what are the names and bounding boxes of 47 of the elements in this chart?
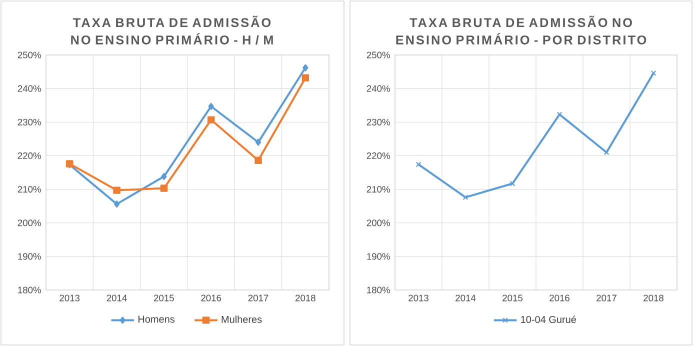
x-tick-label: 2018 — [295, 294, 316, 302]
x-tick-label: 2017 — [248, 294, 268, 302]
y-tick-label: 200% — [18, 220, 41, 226]
x-tick-label: 2015 — [154, 294, 174, 302]
point — [114, 200, 120, 208]
legend-label: Homens — [138, 316, 175, 323]
y-tick-label: 220% — [366, 152, 390, 160]
y-tick-label: 230% — [18, 118, 41, 126]
point — [604, 150, 610, 156]
point — [160, 184, 168, 192]
x-tick-label: 2014 — [106, 294, 127, 302]
y-tick-label: 180% — [18, 286, 41, 294]
chart-title: TAXA BRUTA DE ADMISSÃO NO ENSINO PRIMÁRIO - POR DISTRITO — [396, 16, 646, 44]
x-tick-label: 2014 — [456, 294, 476, 302]
x-tick-label: 2017 — [596, 294, 616, 302]
point — [302, 74, 310, 82]
legend-label: 10-04 Gurué — [521, 316, 576, 324]
chart-title: TAXA BRUTA DE ADMISSÃO NO ENSINO PRIMÁRIO - H / M — [71, 16, 273, 45]
x-tick-label: 2013 — [60, 294, 80, 302]
point — [302, 64, 308, 72]
x-tick-label: 2018 — [644, 294, 664, 302]
x-tick-label: 2016 — [550, 294, 570, 302]
y-tick-label: 210% — [18, 186, 41, 193]
y-tick-label: 190% — [18, 253, 41, 260]
y-tick-label: 240% — [18, 85, 41, 92]
point — [510, 180, 516, 186]
y-tick-label: 200% — [366, 220, 390, 226]
point — [255, 138, 262, 146]
point — [113, 186, 120, 194]
point — [254, 156, 262, 164]
point — [161, 172, 167, 180]
point — [208, 102, 214, 110]
y-tick-label: 220% — [18, 152, 41, 160]
x-tick-label: 2015 — [502, 294, 522, 302]
y-tick-label: 250% — [366, 52, 390, 58]
y-tick-label: 240% — [366, 85, 390, 92]
y-tick-label: 250% — [18, 52, 41, 58]
y-tick-label: 180% — [367, 286, 390, 294]
legend-label: Mulheres — [222, 316, 262, 323]
point — [556, 112, 562, 118]
x-tick-label: 2013 — [408, 294, 428, 302]
point — [462, 194, 468, 200]
x-tick-label: 2016 — [201, 294, 222, 302]
y-tick-label: 190% — [367, 253, 390, 260]
point — [207, 116, 215, 124]
y-tick-label: 210% — [366, 186, 390, 193]
y-tick-label: 230% — [366, 118, 390, 126]
